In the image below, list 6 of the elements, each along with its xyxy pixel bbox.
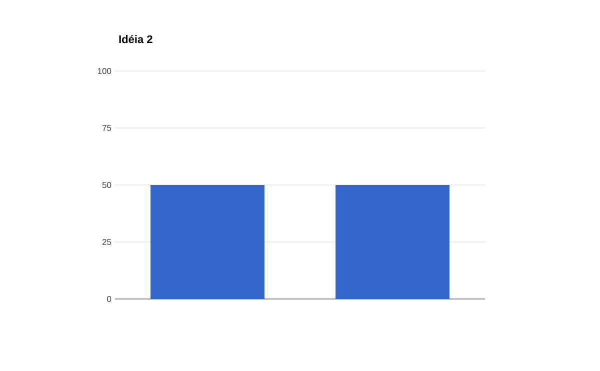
y-tick-label: 100 — [98, 68, 112, 74]
y-tick-label: 0 — [107, 296, 112, 302]
chart-title: Idéia 2 — [119, 34, 152, 44]
y-tick-label: 25 — [102, 238, 112, 245]
y-tick-label: 50 — [102, 182, 112, 188]
y-tick-label: 75 — [102, 125, 112, 131]
